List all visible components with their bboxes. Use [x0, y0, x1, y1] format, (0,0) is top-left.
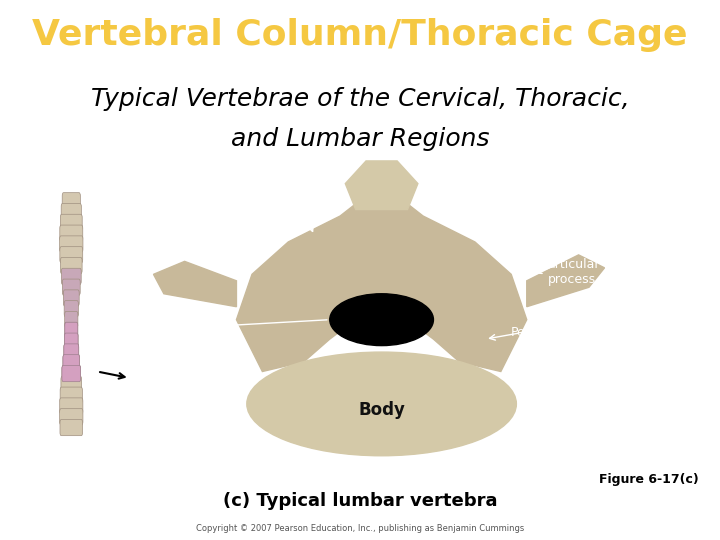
Polygon shape	[527, 255, 605, 307]
Text: Superior
articular
process: Superior articular process	[547, 243, 600, 286]
FancyBboxPatch shape	[61, 376, 81, 393]
FancyBboxPatch shape	[65, 333, 78, 349]
Polygon shape	[346, 161, 418, 210]
FancyBboxPatch shape	[60, 214, 82, 231]
FancyBboxPatch shape	[60, 420, 83, 436]
FancyBboxPatch shape	[63, 290, 79, 306]
Text: Transverse
process: Transverse process	[164, 195, 232, 224]
FancyBboxPatch shape	[64, 344, 78, 360]
Polygon shape	[236, 184, 527, 372]
Text: Spinous
process: Spinous process	[423, 160, 472, 188]
Ellipse shape	[247, 352, 516, 456]
FancyBboxPatch shape	[60, 247, 83, 263]
Text: Superior
articular
facet: Superior articular facet	[547, 162, 600, 205]
FancyBboxPatch shape	[60, 225, 83, 241]
FancyBboxPatch shape	[65, 322, 78, 339]
Text: Vertebral Column/Thoracic Cage: Vertebral Column/Thoracic Cage	[32, 18, 688, 52]
FancyBboxPatch shape	[63, 355, 80, 371]
Text: Typical Vertebrae of the Cervical, Thoracic,: Typical Vertebrae of the Cervical, Thora…	[91, 86, 629, 111]
Ellipse shape	[330, 294, 433, 346]
Text: Body: Body	[358, 401, 405, 420]
Polygon shape	[153, 261, 236, 307]
Text: Lamina: Lamina	[255, 167, 301, 180]
FancyBboxPatch shape	[60, 387, 82, 403]
FancyBboxPatch shape	[65, 322, 78, 339]
FancyBboxPatch shape	[62, 366, 81, 382]
FancyBboxPatch shape	[60, 236, 83, 252]
FancyBboxPatch shape	[64, 301, 78, 317]
FancyBboxPatch shape	[61, 204, 81, 220]
FancyBboxPatch shape	[64, 344, 78, 360]
Text: Pedicle: Pedicle	[511, 326, 556, 339]
FancyBboxPatch shape	[61, 268, 81, 285]
FancyBboxPatch shape	[60, 258, 82, 274]
FancyBboxPatch shape	[65, 312, 78, 328]
FancyBboxPatch shape	[62, 193, 81, 209]
Text: (c) Typical lumbar vertebra: (c) Typical lumbar vertebra	[222, 492, 498, 510]
FancyBboxPatch shape	[63, 279, 80, 295]
FancyBboxPatch shape	[63, 355, 80, 371]
Text: Copyright © 2007 Pearson Education, Inc., publishing as Benjamin Cummings: Copyright © 2007 Pearson Education, Inc.…	[196, 524, 524, 533]
FancyBboxPatch shape	[62, 366, 81, 382]
Text: Figure 6-17(c): Figure 6-17(c)	[598, 473, 698, 487]
FancyBboxPatch shape	[60, 398, 83, 414]
FancyBboxPatch shape	[65, 333, 78, 349]
FancyBboxPatch shape	[60, 409, 83, 425]
Text: and Lumbar Regions: and Lumbar Regions	[230, 127, 490, 151]
Text: Vertebral
foramen: Vertebral foramen	[153, 312, 211, 340]
